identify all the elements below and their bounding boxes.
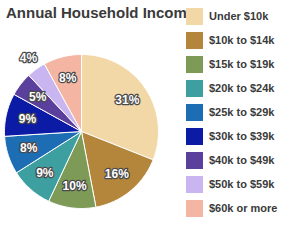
svg-text:4%: 4% <box>20 51 38 65</box>
html-text:$50k to $59k: $50k to $59k <box>209 178 275 190</box>
html-text:$15k to $19k: $15k to $19k <box>209 58 275 70</box>
svg-text:8%: 8% <box>59 71 77 85</box>
svg-text:9%: 9% <box>36 166 54 180</box>
html-text:Annual Household Income: Annual Household Income <box>6 4 196 21</box>
svg-text:9%: 9% <box>19 112 37 126</box>
html-text:$40k to $49k: $40k to $49k <box>209 154 275 166</box>
html-text:$20k to $24k: $20k to $24k <box>209 82 275 94</box>
svg-text:8%: 8% <box>20 141 38 155</box>
svg-text:31%: 31% <box>115 93 139 107</box>
html-text:$25k to $29k: $25k to $29k <box>209 106 275 118</box>
svg-text:5%: 5% <box>29 90 47 104</box>
html-text:Under $10k: Under $10k <box>209 10 269 22</box>
html-text:$10k to $14k: $10k to $14k <box>209 34 275 46</box>
svg-text:10%: 10% <box>63 179 87 193</box>
html-text:$30k to $39k: $30k to $39k <box>209 130 275 142</box>
html-text:$60k or more: $60k or more <box>209 202 278 214</box>
svg-text:16%: 16% <box>105 167 129 181</box>
